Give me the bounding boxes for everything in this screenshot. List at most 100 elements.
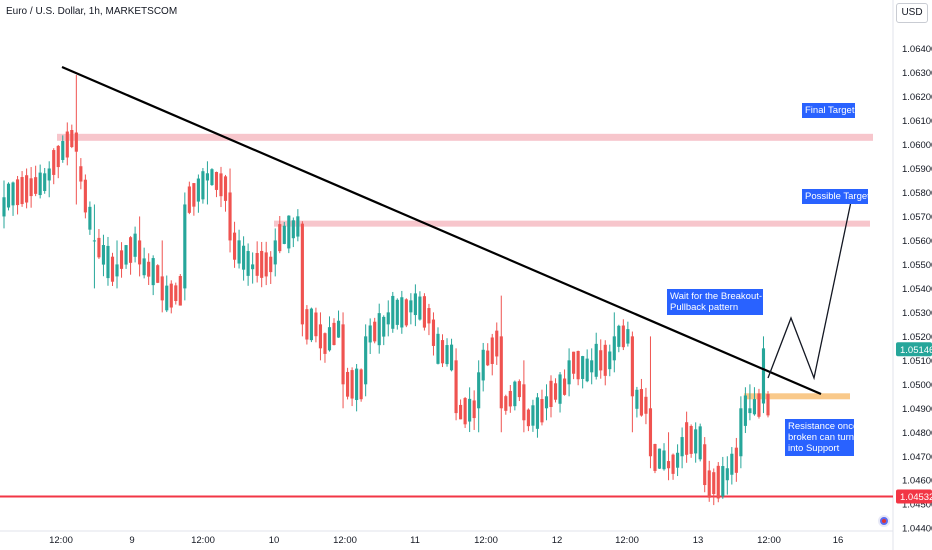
breakout-pullback-note-bg <box>667 289 763 315</box>
candle <box>101 234 106 277</box>
candle-body <box>413 293 417 316</box>
time-tick-label: 11 <box>410 535 420 546</box>
candle-body <box>440 340 445 364</box>
candle <box>757 388 761 419</box>
candle-body <box>698 426 702 460</box>
candle <box>463 396 467 428</box>
candle-body <box>490 337 494 364</box>
candle-body <box>382 316 386 337</box>
candle <box>689 424 693 458</box>
price-tick-label: 1.06100 <box>902 116 932 127</box>
candle-body <box>617 325 621 347</box>
chart-title: Euro / U.S. Dollar, 1h, MARKETSCOM <box>6 6 178 17</box>
candle <box>278 215 282 254</box>
candle <box>142 247 146 279</box>
candle <box>626 321 630 347</box>
candle-body <box>29 178 33 197</box>
price-tick-label: 1.04700 <box>902 452 932 463</box>
candle-body <box>508 390 512 407</box>
price-tick-label: 1.05000 <box>902 380 932 391</box>
candle-body <box>766 394 770 416</box>
candle-body <box>327 327 332 351</box>
candle <box>454 348 458 421</box>
price-tick-label: 1.05500 <box>902 260 932 271</box>
price-tick-label: 1.06200 <box>902 92 932 103</box>
possible-target-zone <box>274 220 870 227</box>
candle-body <box>630 336 634 397</box>
candle-body <box>685 422 689 455</box>
candle-body <box>119 250 124 269</box>
downtrend-line <box>61 65 822 396</box>
candle-body <box>309 308 313 341</box>
candle <box>61 135 65 163</box>
candle-body <box>535 397 540 429</box>
candle-body <box>522 384 526 421</box>
time-tick-label: 12:00 <box>191 535 215 546</box>
candle <box>422 293 426 331</box>
alert-icon[interactable] <box>878 515 890 527</box>
candle <box>314 307 318 343</box>
candle-body <box>260 250 264 278</box>
candle <box>368 318 372 354</box>
candle-body <box>110 256 115 282</box>
candle-body <box>468 398 472 422</box>
candle <box>495 322 499 365</box>
candle-body <box>454 360 458 414</box>
candle <box>712 468 716 506</box>
candle <box>169 280 173 314</box>
candle <box>581 355 585 389</box>
candle-body <box>499 336 503 409</box>
candle <box>346 367 350 400</box>
candle <box>110 252 115 287</box>
candle <box>685 411 689 463</box>
currency-selector[interactable]: USD <box>896 3 928 23</box>
candle-body <box>576 350 580 380</box>
candle-body <box>676 452 680 468</box>
time-tick-label: 12 <box>552 535 563 546</box>
projected-path <box>767 191 854 381</box>
candle <box>183 192 187 301</box>
candle-body <box>237 240 241 264</box>
candle <box>698 423 702 462</box>
candle-body <box>472 400 476 419</box>
candle-body <box>549 380 553 407</box>
support-price-badge <box>896 489 932 504</box>
candle <box>237 229 241 269</box>
candle <box>309 307 313 343</box>
possible-target-label-text: Possible Target <box>805 191 870 202</box>
candle <box>436 327 440 365</box>
candle-body <box>495 330 499 357</box>
candle <box>662 443 666 471</box>
price-tick-label: 1.04900 <box>902 404 932 415</box>
candle <box>603 340 607 386</box>
candle-body <box>608 351 612 370</box>
candle-body <box>666 461 671 469</box>
final-target-label-text: Final Target <box>805 105 855 116</box>
candle <box>255 241 259 283</box>
candle <box>617 324 621 353</box>
final-target-label-bg <box>802 103 855 118</box>
candle <box>377 303 381 354</box>
candle <box>666 432 671 481</box>
candle-body <box>223 176 228 201</box>
candle-body <box>34 177 38 194</box>
last-price-label: 1.05146 <box>900 345 932 356</box>
candle <box>594 332 598 380</box>
candle <box>178 274 182 306</box>
candle <box>694 422 698 463</box>
candle-body <box>210 169 214 186</box>
candle-body <box>653 443 657 471</box>
candle <box>504 394 508 415</box>
candle-body <box>346 371 350 397</box>
candle-body <box>336 320 341 338</box>
resistance-support-note-bg <box>785 419 854 456</box>
candle <box>644 387 648 425</box>
price-tick-label: 1.04800 <box>902 428 932 439</box>
candle-body <box>11 182 15 206</box>
candle <box>156 264 160 284</box>
candle <box>490 333 494 376</box>
candle-body <box>449 344 454 371</box>
candle <box>567 348 571 397</box>
